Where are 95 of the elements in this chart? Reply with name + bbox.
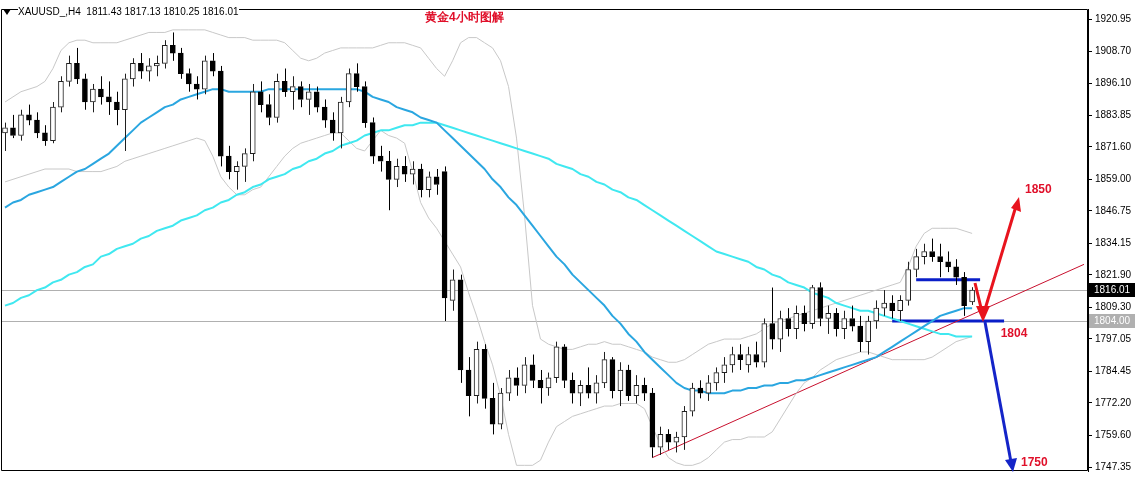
candlestick <box>825 305 832 335</box>
candlestick <box>329 111 336 142</box>
y-tick-label: 1896.10 <box>1095 77 1132 89</box>
candlestick <box>82 73 88 111</box>
candlestick <box>433 168 440 196</box>
candlestick <box>913 248 919 278</box>
candlestick <box>793 305 800 340</box>
candlestick <box>201 55 208 95</box>
annotation: 1850 <box>1025 182 1052 196</box>
candlestick <box>321 98 328 129</box>
candlestick <box>209 52 216 77</box>
annotation: 1804 <box>1000 326 1028 341</box>
candlestick <box>585 366 592 399</box>
candlestick <box>225 145 232 180</box>
candlestick <box>34 111 40 139</box>
y-tick-label: 1747.35 <box>1095 460 1132 472</box>
chart-title: 黄金4小时图解 <box>425 9 504 26</box>
candlestick <box>897 294 903 322</box>
candlestick <box>345 68 352 108</box>
candlestick <box>961 271 967 317</box>
candlestick <box>178 47 184 80</box>
candlestick <box>753 341 760 368</box>
candlestick <box>745 346 752 374</box>
candlestick <box>289 75 296 111</box>
y-tick-label: 1846.75 <box>1095 204 1132 216</box>
candlestick <box>641 377 648 402</box>
y-tick-label: 1821.90 <box>1095 268 1132 280</box>
candlestick <box>138 52 144 80</box>
candlestick <box>257 80 264 113</box>
candlestick <box>337 96 344 149</box>
candlestick <box>921 243 927 265</box>
candlestick <box>58 75 64 113</box>
candlestick <box>217 65 224 167</box>
candlestick <box>162 39 168 70</box>
candlestick <box>249 83 256 162</box>
candlestick <box>969 286 975 306</box>
candlestick <box>841 310 848 340</box>
candlestick <box>809 284 816 330</box>
candlestick <box>729 346 736 374</box>
candlestick <box>186 68 192 93</box>
ref-line-label: 1804.00 <box>1094 314 1131 326</box>
y-tick-label: 1859.00 <box>1095 173 1132 185</box>
candlestick <box>42 124 48 147</box>
candlestick <box>122 73 128 152</box>
ref-line-label: 1816.01 <box>1094 283 1131 295</box>
candlestick <box>265 93 272 126</box>
candlestick <box>513 366 520 397</box>
candlestick <box>114 91 120 126</box>
y-tick-label: 1834.15 <box>1095 237 1132 249</box>
candlestick <box>833 307 840 337</box>
candlestick <box>873 299 880 330</box>
candlestick <box>130 57 136 88</box>
candlestick <box>937 243 943 278</box>
y-tick-label: 1883.85 <box>1095 109 1132 121</box>
candlestick <box>769 287 776 350</box>
candlestick <box>777 310 784 353</box>
candlestick <box>74 47 80 85</box>
candlestick <box>761 317 768 368</box>
candlestick <box>849 305 856 332</box>
candlestick <box>737 343 744 371</box>
candlestick <box>817 281 824 327</box>
candlestick <box>98 75 104 106</box>
candlestick <box>18 109 24 142</box>
candlestick <box>945 250 951 273</box>
annotation: XAUUSD_,H4 1811.43 1817.13 1810.25 1816.01 <box>18 6 239 18</box>
candlestick <box>305 83 312 116</box>
candlestick <box>857 315 864 353</box>
candlestick <box>241 147 248 183</box>
candlestick <box>297 80 304 108</box>
candlestick <box>66 55 72 88</box>
y-tick-label: 1809.30 <box>1095 301 1132 313</box>
y-tick-label: 1759.60 <box>1095 429 1132 441</box>
y-tick-label: 1772.20 <box>1095 396 1132 408</box>
candlestick <box>953 258 959 286</box>
candlestick <box>929 238 935 263</box>
candlestick <box>313 86 320 113</box>
y-tick-label: 1784.45 <box>1095 365 1132 377</box>
y-tick-label: 1908.70 <box>1095 45 1132 57</box>
candlestick <box>353 62 360 93</box>
y-tick-label: 1797.05 <box>1095 332 1132 344</box>
candlestick <box>889 294 896 319</box>
candlestick <box>10 114 16 139</box>
y-tick-label: 1871.60 <box>1095 140 1132 152</box>
candlestick <box>785 307 792 337</box>
candlestick <box>281 68 288 98</box>
candlestick <box>865 315 872 356</box>
candlestick <box>905 261 911 307</box>
candlestick <box>233 160 240 191</box>
annotation: 1750 <box>1021 455 1048 469</box>
candlestick <box>273 73 280 124</box>
candlestick <box>90 83 96 113</box>
candlestick <box>170 31 176 62</box>
candlestick <box>801 305 808 332</box>
y-tick-label: 1920.95 <box>1095 13 1132 25</box>
candlestick <box>577 379 584 407</box>
